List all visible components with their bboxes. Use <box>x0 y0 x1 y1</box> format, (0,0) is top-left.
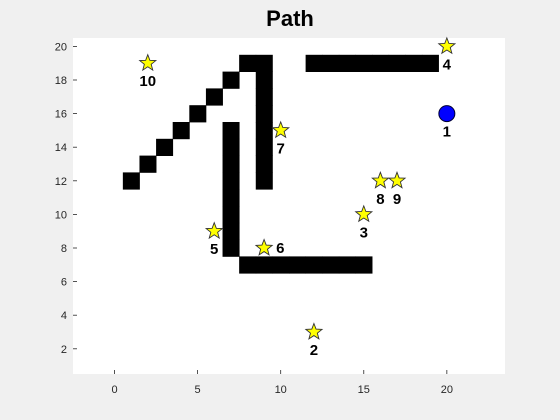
obstacle-cell <box>255 155 273 173</box>
obstacle-cell <box>255 256 273 274</box>
chart-title: Path <box>266 6 314 31</box>
waypoint-star-marker <box>304 322 324 340</box>
obstacle-cell <box>222 172 240 190</box>
obstacle-cell <box>222 155 240 173</box>
point-label: 1 <box>443 124 451 141</box>
obstacle-cell <box>172 122 190 140</box>
obstacle-cell <box>338 256 356 274</box>
obstacle-cell <box>239 256 257 274</box>
obstacle-cell <box>189 105 207 123</box>
obstacle-cell <box>255 122 273 140</box>
point-label: 6 <box>276 240 284 257</box>
obstacle-cell <box>222 189 240 207</box>
y-tick-label: 4 <box>61 310 67 322</box>
obstacle-cell <box>255 88 273 106</box>
marker-layer <box>138 36 457 340</box>
obstacle-cell <box>289 256 307 274</box>
obstacle-cell <box>139 155 157 173</box>
waypoint-star-marker <box>271 120 290 139</box>
y-tick-label: 14 <box>55 142 67 154</box>
obstacle-cell <box>322 256 340 274</box>
y-tick-label: 6 <box>61 277 67 289</box>
obstacle-cell <box>222 122 240 140</box>
waypoint-star-marker <box>371 171 390 189</box>
obstacle-cell <box>305 256 323 274</box>
obstacle-cell <box>222 206 240 224</box>
x-tick-label: 5 <box>195 384 201 396</box>
obstacle-cell <box>255 105 273 123</box>
waypoint-star-marker <box>387 171 407 189</box>
obstacle-cell <box>388 54 406 72</box>
obstacle-cell <box>222 222 240 240</box>
waypoint-star-marker <box>254 238 274 256</box>
obstacle-cell <box>222 239 240 257</box>
obstacle-layer <box>122 54 439 274</box>
obstacle-cell <box>272 256 290 274</box>
point-label: 5 <box>210 241 218 258</box>
waypoint-star-marker <box>354 204 374 223</box>
obstacle-cell <box>222 138 240 156</box>
y-tick-label: 2 <box>61 344 67 356</box>
obstacle-cell <box>405 54 423 72</box>
obstacle-cell <box>255 172 273 190</box>
waypoint-star-marker <box>204 221 224 240</box>
obstacle-cell <box>355 54 373 72</box>
y-tick-label: 12 <box>55 176 67 188</box>
waypoint-star-marker <box>437 36 457 55</box>
point-label: 7 <box>277 140 285 157</box>
waypoint-star-marker <box>138 53 158 72</box>
obstacle-cell <box>255 54 273 72</box>
obstacle-cell <box>222 71 240 89</box>
x-tick-label: 0 <box>111 384 117 396</box>
obstacle-cell <box>239 54 257 72</box>
x-tick-label: 10 <box>275 384 287 396</box>
obstacle-cell <box>255 138 273 156</box>
obstacle-cell <box>355 256 373 274</box>
obstacle-cell <box>338 54 356 72</box>
x-tick-label: 15 <box>358 384 370 396</box>
obstacle-cell <box>122 172 140 190</box>
obstacle-cell <box>205 88 223 106</box>
y-tick-label: 18 <box>55 75 67 87</box>
start-point-marker <box>438 105 456 123</box>
point-label: 10 <box>139 73 156 90</box>
obstacle-cell <box>305 54 323 72</box>
obstacle-cell <box>372 54 390 72</box>
point-label: 4 <box>443 56 452 73</box>
point-label: 8 <box>376 191 384 208</box>
y-tick-label: 20 <box>55 41 67 53</box>
obstacle-cell <box>421 54 439 72</box>
obstacle-cell <box>255 71 273 89</box>
point-label: 9 <box>393 191 401 208</box>
point-label: 2 <box>310 342 318 359</box>
axes-area <box>73 38 505 374</box>
y-tick-label: 10 <box>55 209 67 221</box>
obstacle-cell <box>156 138 174 156</box>
y-tick-label: 16 <box>55 109 67 121</box>
x-tick-label: 20 <box>441 384 453 396</box>
y-tick-label: 8 <box>61 243 67 255</box>
obstacle-cell <box>322 54 340 72</box>
point-label: 3 <box>360 224 368 241</box>
label-layer: 1 2 3 4 5 6 7 8 9 10 <box>139 56 451 359</box>
